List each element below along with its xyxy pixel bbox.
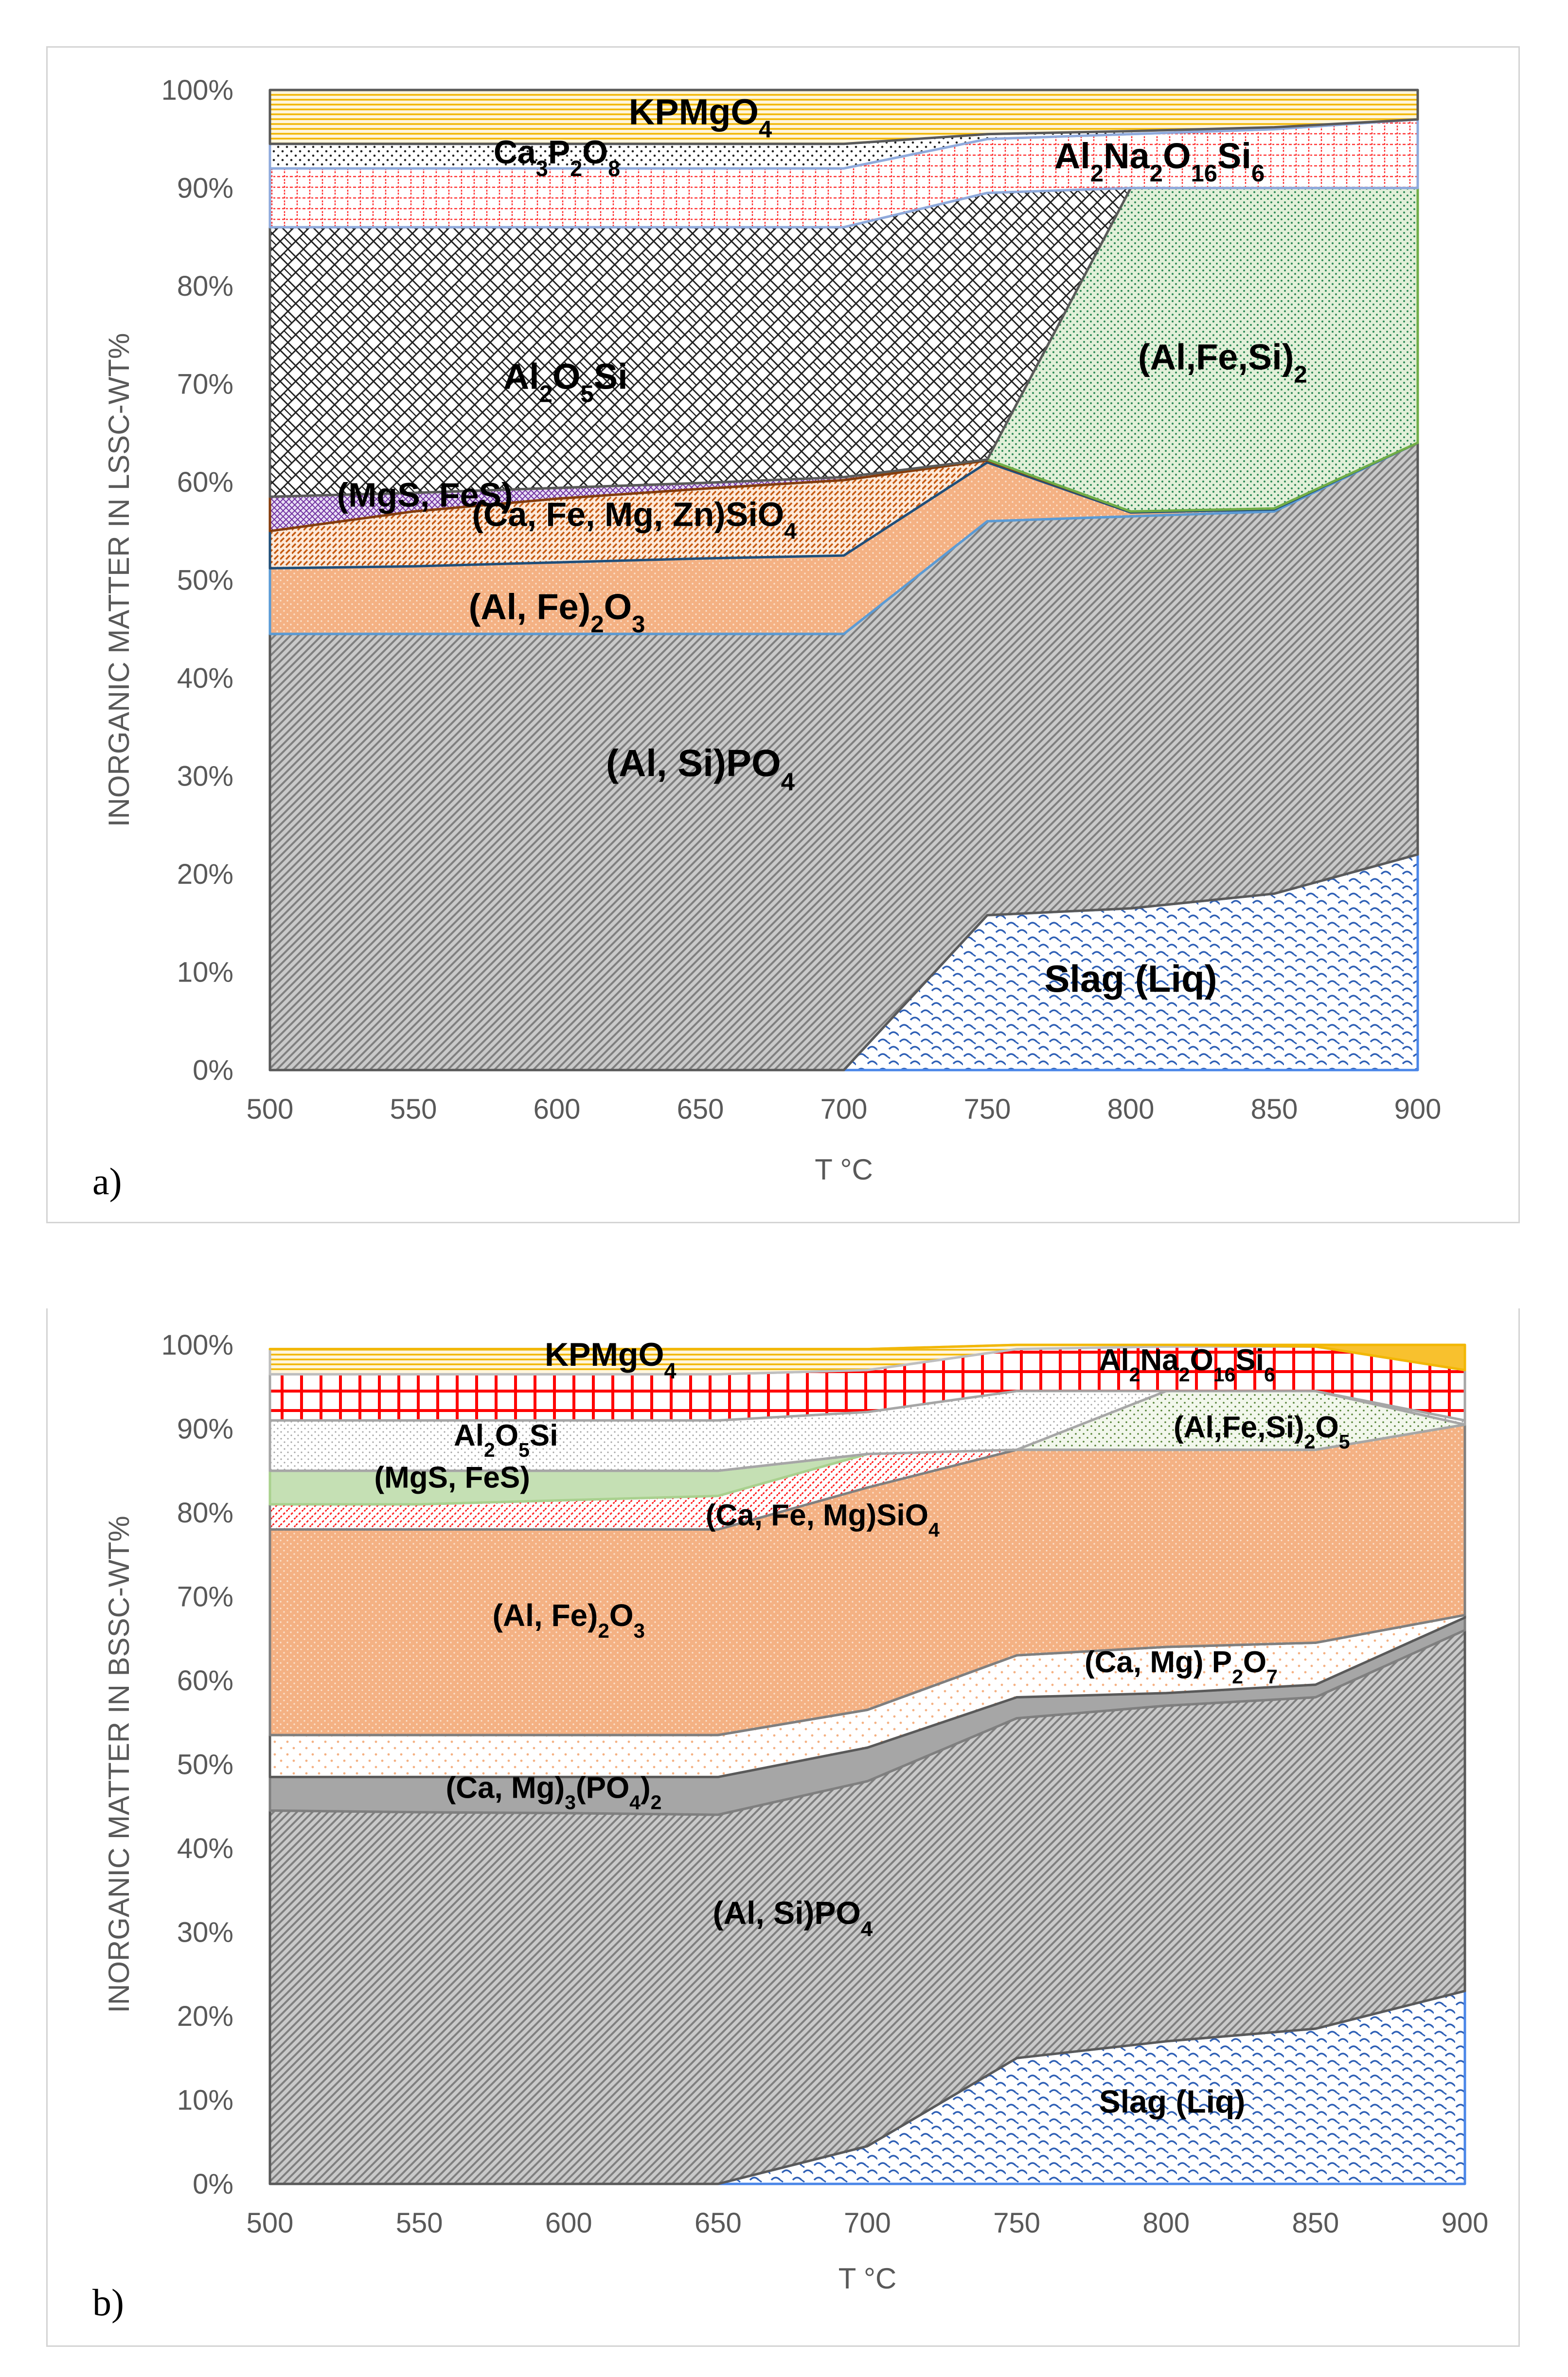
panel-label: a) [92,1160,122,1202]
y-tick-label: 80% [177,1497,233,1529]
y-tick-label: 30% [177,761,233,792]
region-label: (Ca, Mg) P2O7 [1085,1645,1278,1688]
x-tick-label: 650 [677,1093,724,1125]
y-tick-label: 50% [177,1749,233,1781]
x-tick-label: 550 [396,2207,443,2239]
x-tick-label: 850 [1251,1093,1298,1125]
y-tick-label: 30% [177,1917,233,1948]
region-label: Ca3P2O8 [494,134,620,181]
region-label: (Ca, Fe, Mg)SiO4 [706,1499,940,1541]
x-tick-label: 700 [820,1093,868,1125]
x-tick-label: 750 [964,1093,1011,1125]
region-label: (Al, Si)PO4 [713,1894,873,1941]
region-label: Al2Na2O16Si6 [1054,136,1265,187]
y-tick-label: 60% [177,1665,233,1697]
region-label: (Al, Fe)2O3 [493,1598,645,1642]
x-tick-label: 900 [1394,1093,1442,1125]
x-tick-label: 550 [390,1093,437,1125]
region-label: (MgS, FeS) [374,1461,530,1494]
region-label: (Ca, Mg)3(PO4)2 [446,1771,662,1814]
area-kpmgo4 [268,89,1419,145]
chart-a: 0% 10% 20% 30% 40% 50% 60% 70% 80% 90% 100% 500 550 6… [92,74,1441,1202]
x-tick-label: 700 [844,2207,891,2239]
region-label: (Ca, Fe, Mg, Zn)SiO4 [472,496,797,544]
y-axis-label: INORGANIC MATTER IN BSSC-WT% [103,1516,135,2013]
region-label: (Al, Fe)2O3 [469,587,645,638]
y-tick-label: 0% [193,2168,233,2200]
x-tick-label: 850 [1292,2207,1339,2239]
y-tick-label: 20% [177,2001,233,2032]
x-tick-label: 500 [247,2207,294,2239]
y-tick-label: 60% [177,466,233,498]
panel-label: b) [92,2281,124,2323]
x-tick-label: 650 [695,2207,742,2239]
y-axis-label: INORGANIC MATTER IN LSSC-WT% [103,333,135,827]
region-label: (MgS, FeS) [337,476,513,514]
y-tick-label: 90% [177,173,233,204]
x-tick-label: 750 [993,2207,1040,2239]
region-label: Slag (Liq) [1044,957,1217,1000]
x-axis-label: T °C [815,1153,873,1186]
region-label: Slag (Liq) [1099,2083,1246,2119]
x-tick-label: 900 [1442,2207,1489,2239]
y-tick-label: 100% [161,74,233,106]
y-tick-label: 10% [177,2085,233,2116]
region-label: KPMgO4 [629,92,772,143]
y-tick-label: 80% [177,270,233,302]
x-axis-label: T °C [838,2262,897,2295]
x-tick-label: 800 [1142,2207,1190,2239]
y-tick-label: 10% [177,957,233,988]
y-tick-label: 50% [177,565,233,596]
x-tick-label: 600 [545,2207,592,2239]
region-label: (Al,Fe,Si)2O5 [1174,1411,1350,1453]
chart-b: 0% 10% 20% 30% 40% 50% 60% 70% 80% 90% 100% 500 550 6… [92,1329,1488,2323]
area-top-sliver [268,1343,1466,1372]
y-tick-label: 100% [161,1329,233,1361]
region-label: Al2O5Si [454,1419,558,1461]
y-tick-label: 20% [177,858,233,890]
x-tick-label: 500 [247,1093,294,1125]
region-label: Al2O5Si [503,357,628,408]
region-label: (Al,Fe,Si)2 [1138,337,1307,388]
region-label: Al2Na2O16Si6 [1099,1343,1275,1386]
y-tick-label: 90% [177,1413,233,1445]
y-tick-label: 40% [177,662,233,694]
y-tick-label: 70% [177,1581,233,1613]
y-tick-label: 0% [193,1054,233,1086]
region-label: KPMgO4 [545,1336,677,1383]
region-label: (Al, Si)PO4 [606,742,795,796]
x-tick-label: 800 [1107,1093,1155,1125]
y-tick-label: 70% [177,369,233,400]
x-tick-label: 600 [534,1093,581,1125]
y-tick-label: 40% [177,1833,233,1864]
